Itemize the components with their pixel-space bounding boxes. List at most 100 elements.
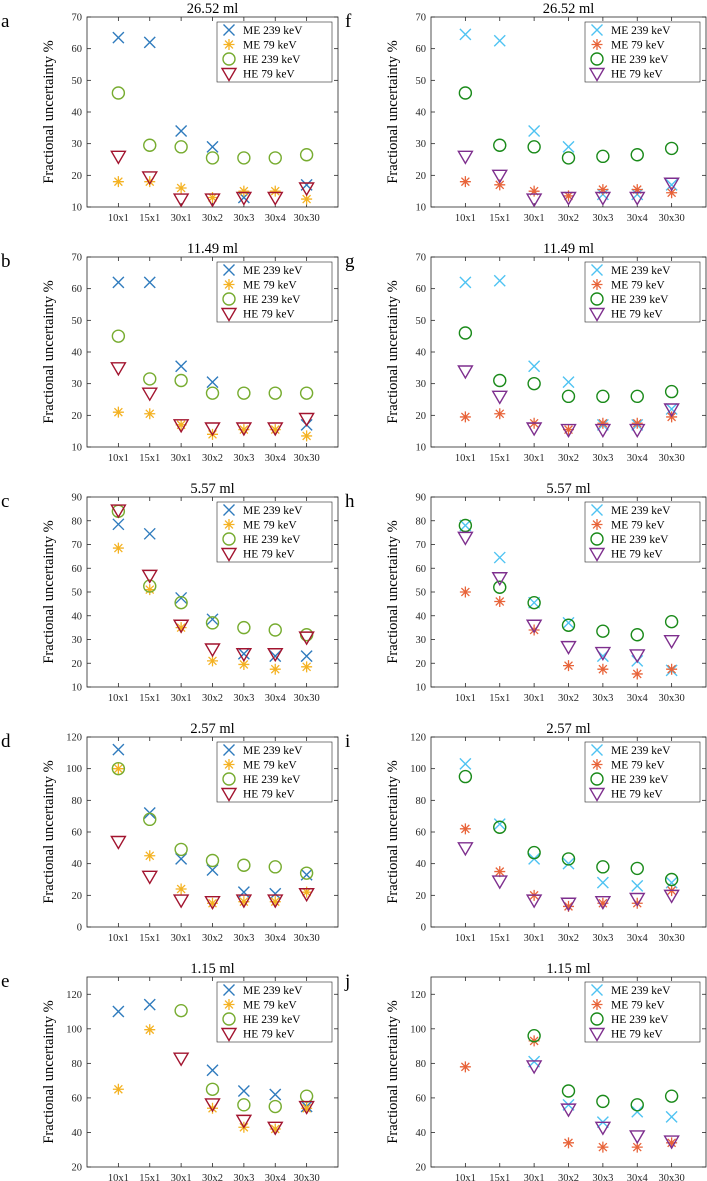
data-point-he79	[204, 895, 221, 911]
data-point-he79	[560, 1103, 577, 1118]
data-point-he239	[299, 148, 314, 162]
legend-marker-he239	[222, 52, 236, 66]
legend-label-he79: HE 79 keV	[243, 1029, 295, 1041]
legend-box	[216, 741, 333, 803]
y-tick-label: 20	[72, 171, 83, 182]
legend-marker-me79	[591, 39, 603, 50]
data-point-me79	[175, 622, 187, 634]
legend-marker-me239	[223, 744, 235, 756]
data-point-me79	[459, 411, 471, 423]
legend-label-me79: ME 79 keV	[243, 280, 297, 292]
data-point-me79	[528, 185, 540, 197]
data-point-me239	[562, 140, 575, 153]
panel-g: g 11.49 ml Fractional uncertainty % 10 20 30 4…	[345, 241, 707, 464]
data-point-he239	[205, 1082, 220, 1096]
x-tick-label: 30x30	[294, 693, 320, 704]
data-point-he79	[235, 422, 253, 437]
data-point-me239	[206, 613, 219, 626]
data-point-he79	[491, 169, 508, 184]
data-point-he79	[525, 193, 543, 208]
y-tick-label: 40	[416, 108, 427, 119]
x-tick-label: 30x30	[294, 213, 320, 224]
legend-marker-he239	[222, 772, 236, 786]
data-point-he79	[298, 182, 315, 197]
data-point-he79	[663, 634, 680, 650]
data-point-me239	[175, 360, 188, 373]
legend-box	[584, 981, 701, 1043]
x-tick-label: 30x30	[294, 1173, 320, 1181]
data-point-me239	[493, 274, 506, 287]
legend-label-he79: HE 79 keV	[243, 789, 295, 801]
legend-label-he239: HE 239 keV	[611, 774, 669, 786]
x-tick-label: 30x1	[524, 1173, 545, 1181]
data-point-he79	[110, 362, 127, 377]
y-tick-label: 10	[72, 683, 83, 694]
data-point-he79	[525, 894, 543, 909]
y-tick-label: 60	[416, 564, 427, 575]
legend-marker-me239	[591, 744, 603, 756]
panel-letter: d	[1, 731, 11, 752]
data-point-me239	[237, 886, 250, 899]
data-point-me79	[144, 850, 156, 862]
panel-c: c 5.57 ml Fractional uncertainty % 10 20 30 40…	[1, 481, 339, 704]
data-point-me79	[494, 179, 506, 191]
y-tick-label: 60	[72, 1093, 83, 1104]
y-tick-label: 70	[72, 13, 83, 24]
x-tick-label: 30x1	[524, 693, 545, 704]
data-point-me79	[207, 897, 218, 909]
x-tick-label: 30x2	[558, 933, 579, 944]
data-point-me79	[494, 596, 506, 607]
legend-label-me239: ME 239 keV	[243, 985, 303, 997]
data-point-he239	[527, 595, 541, 610]
data-point-he79	[141, 870, 158, 885]
x-tick-label: 15x1	[139, 933, 160, 944]
legend-label-he239: HE 239 keV	[611, 294, 669, 306]
x-tick-label: 30x4	[627, 453, 649, 464]
data-point-he239	[527, 376, 541, 391]
data-point-me239	[493, 551, 506, 564]
legend-marker-he79	[588, 307, 606, 322]
data-point-he239	[458, 326, 473, 340]
x-tick-label: 15x1	[489, 213, 510, 224]
legend-label-he239: HE 239 keV	[243, 774, 301, 786]
data-point-me79	[666, 663, 678, 675]
data-point-me239	[206, 140, 219, 153]
data-point-he239	[458, 518, 473, 533]
data-point-he239	[237, 151, 251, 165]
data-point-he79	[172, 193, 190, 208]
x-tick-label: 10x1	[455, 1173, 476, 1181]
legend-label-me79: ME 79 keV	[611, 280, 665, 292]
data-point-he239	[174, 1003, 188, 1018]
x-tick-label: 30x2	[202, 933, 223, 944]
data-point-he79	[235, 648, 253, 663]
legend-label-he239: HE 239 keV	[243, 534, 301, 546]
data-point-he239	[630, 861, 644, 876]
data-point-he79	[594, 895, 612, 911]
data-point-me79	[597, 1141, 609, 1153]
legend-marker-me239	[591, 24, 603, 36]
data-point-he239	[561, 1084, 576, 1098]
data-point-me239	[143, 527, 156, 540]
data-point-me79	[301, 886, 313, 898]
legend-marker-me79	[223, 999, 235, 1010]
panel-letter: f	[345, 11, 352, 32]
x-tick-label: 30x4	[265, 213, 287, 224]
data-point-me79	[494, 866, 506, 878]
y-tick-label: 30	[72, 139, 83, 150]
x-tick-label: 10x1	[108, 933, 129, 944]
legend-marker-me239	[223, 264, 235, 276]
data-point-he239	[596, 389, 610, 404]
data-point-he79	[560, 423, 577, 438]
y-axis-label: Fractional uncertainty %	[385, 280, 401, 423]
data-point-he239	[268, 860, 282, 874]
data-point-me239	[631, 1105, 644, 1118]
data-point-me79	[269, 896, 281, 908]
y-tick-label: 70	[72, 253, 83, 264]
y-axis-label: Fractional uncertainty %	[41, 40, 57, 183]
y-axis-label: Fractional uncertainty %	[41, 1000, 57, 1143]
legend-marker-he79	[220, 787, 238, 802]
x-tick-label: 30x30	[659, 933, 685, 944]
data-point-he239	[268, 1099, 282, 1114]
x-tick-label: 30x30	[294, 933, 320, 944]
y-tick-label: 30	[72, 379, 83, 390]
